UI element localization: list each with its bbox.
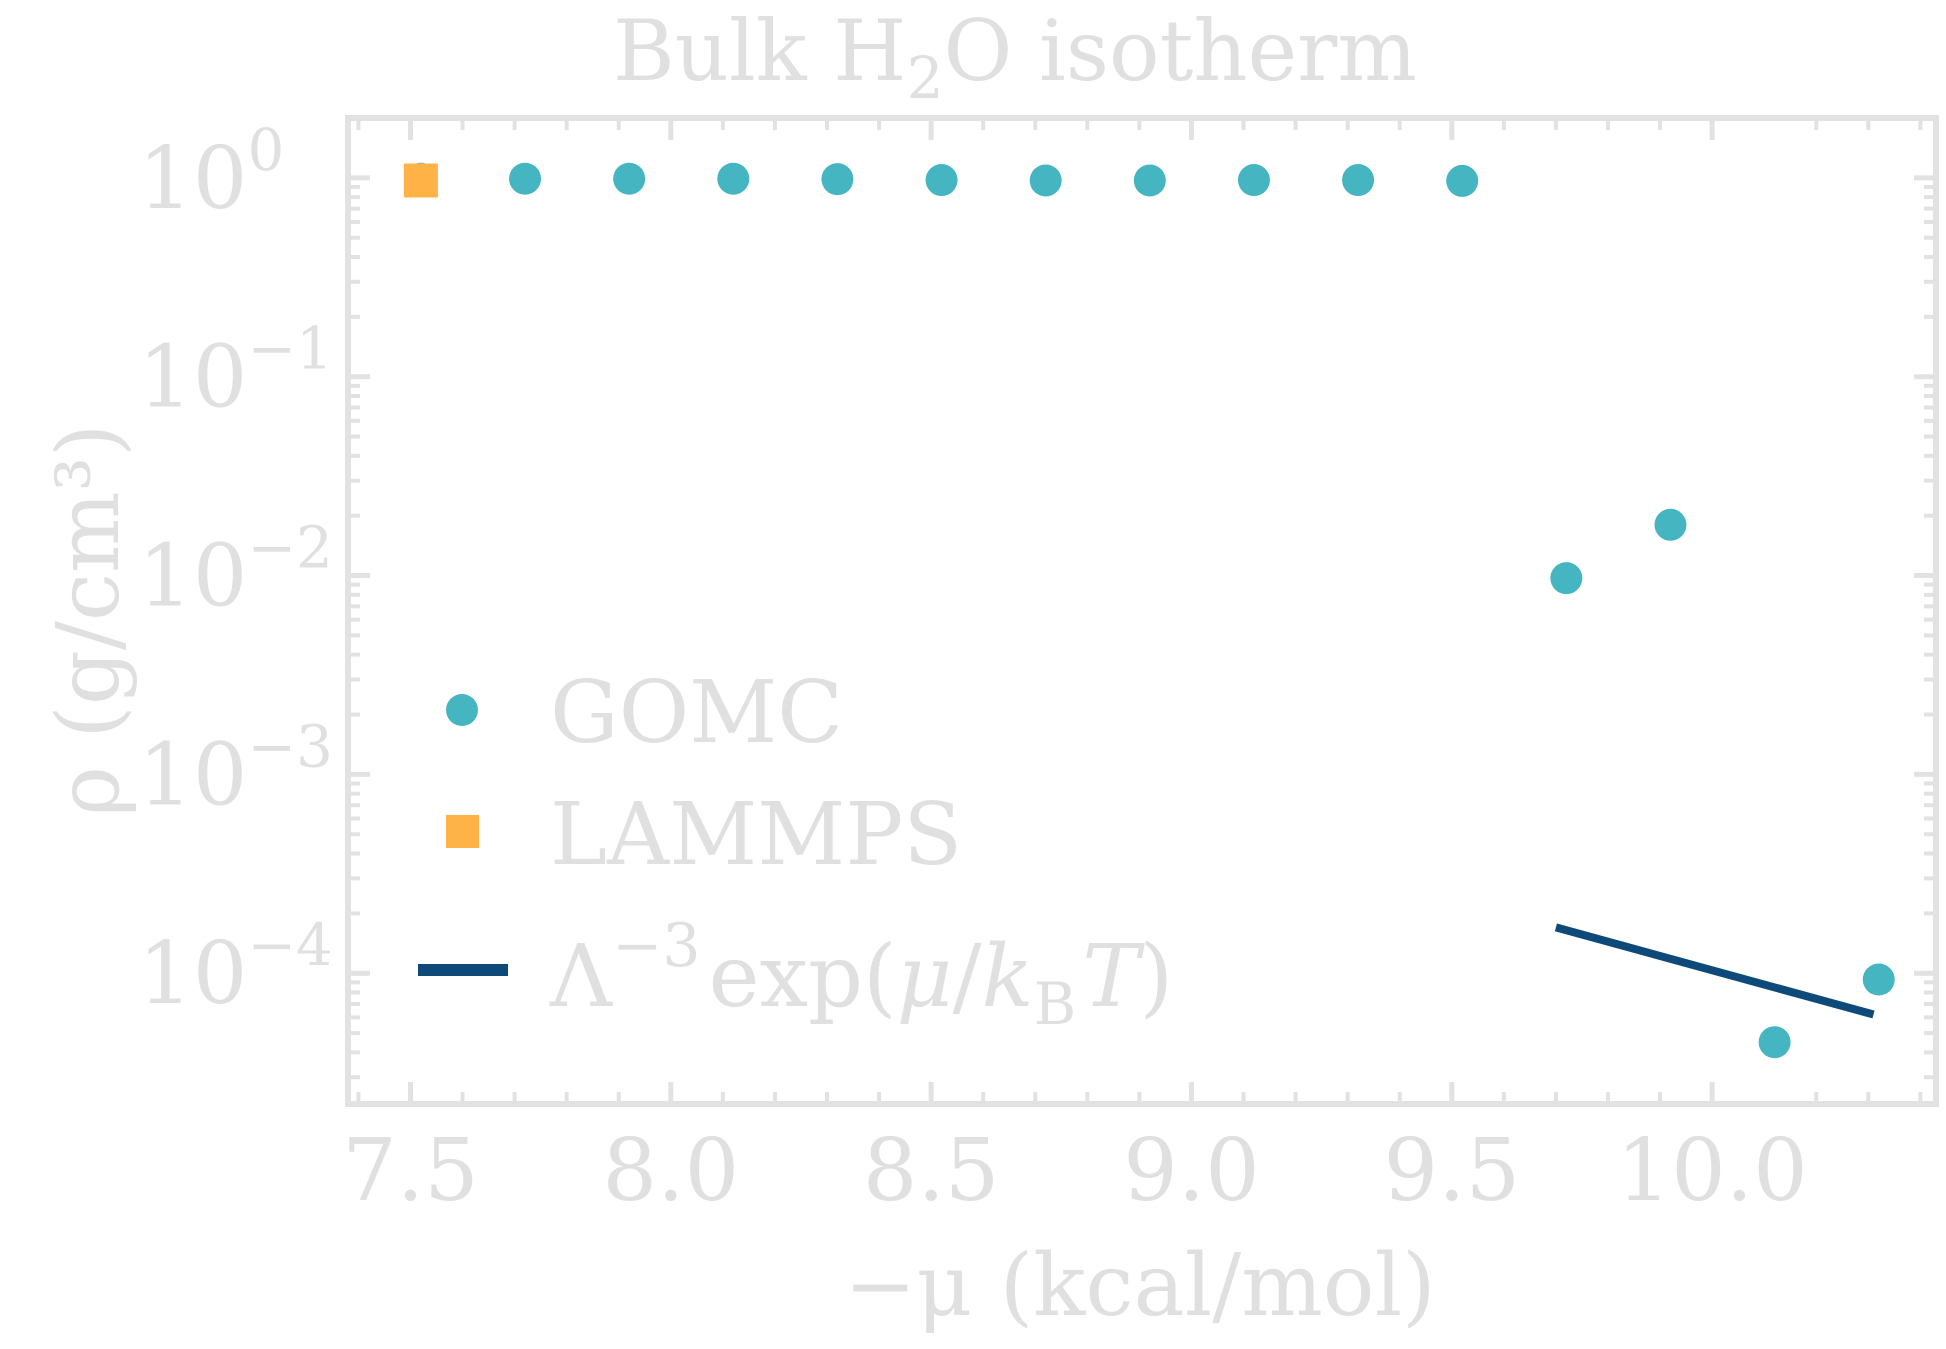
data-point-gomc (717, 162, 750, 195)
data-point-gomc (613, 162, 646, 195)
y-tick-label: 10−4 (138, 911, 333, 1024)
data-point-gomc (509, 162, 542, 195)
x-axis-label: −μ (kcal/mol) (844, 1236, 1435, 1336)
x-tick-label: 9.5 (1383, 1121, 1520, 1221)
chart-title: Bulk H2O isotherm (613, 2, 1417, 112)
legend-line-label: Λ−3exp(μ/kBT) (549, 911, 1173, 1038)
y-tick-label: 10−1 (138, 315, 333, 428)
legend-lammps-label: LAMMPS (550, 785, 962, 885)
legend: GOMC LAMMPS Λ−3exp(μ/kBT) (418, 663, 1173, 1038)
chart-title-main: Bulk H (613, 2, 907, 100)
data-point-gomc (1758, 1026, 1791, 1059)
data-point-gomc (1133, 164, 1166, 197)
legend-lammps-marker (446, 815, 479, 848)
data-point-gomc (821, 163, 854, 196)
legend-gomc-label: GOMC (550, 663, 843, 763)
y-axis-ticks: 10−4 10−3 10−2 10−1 100 (138, 116, 1936, 1080)
data-point-gomc (1029, 164, 1062, 197)
data-point-lammps (403, 163, 438, 198)
data-point-gomc (1342, 164, 1375, 197)
series-layer (403, 162, 1895, 1059)
x-axis-ticks: 7.5 8.0 8.5 9.0 9.5 10.0 (342, 118, 1923, 1221)
x-tick-label: 8.0 (602, 1121, 739, 1221)
x-tick-label: 10.0 (1616, 1121, 1807, 1221)
x-tick-label: 9.0 (1123, 1121, 1260, 1221)
data-point-gomc (1237, 164, 1270, 197)
y-axis-label: ρ (g/cm³) (39, 423, 139, 816)
y-tick-label: 100 (138, 116, 284, 229)
x-tick-label: 8.5 (863, 1121, 1000, 1221)
chart-title-end: O isotherm (943, 2, 1416, 100)
data-point-gomc (1862, 963, 1895, 996)
x-tick-label: 7.5 (342, 1121, 479, 1221)
series-line-theory (1554, 923, 1875, 1019)
y-tick-label: 10−2 (138, 514, 333, 627)
data-point-gomc (1654, 508, 1687, 541)
data-point-gomc (1550, 562, 1583, 595)
y-tick-label: 10−3 (138, 712, 333, 825)
data-point-gomc (925, 164, 958, 197)
plot-frame (345, 115, 1939, 1107)
legend-gomc-marker (446, 694, 478, 726)
chart-title-subscript: 2 (907, 44, 944, 112)
data-point-gomc (1446, 164, 1479, 197)
